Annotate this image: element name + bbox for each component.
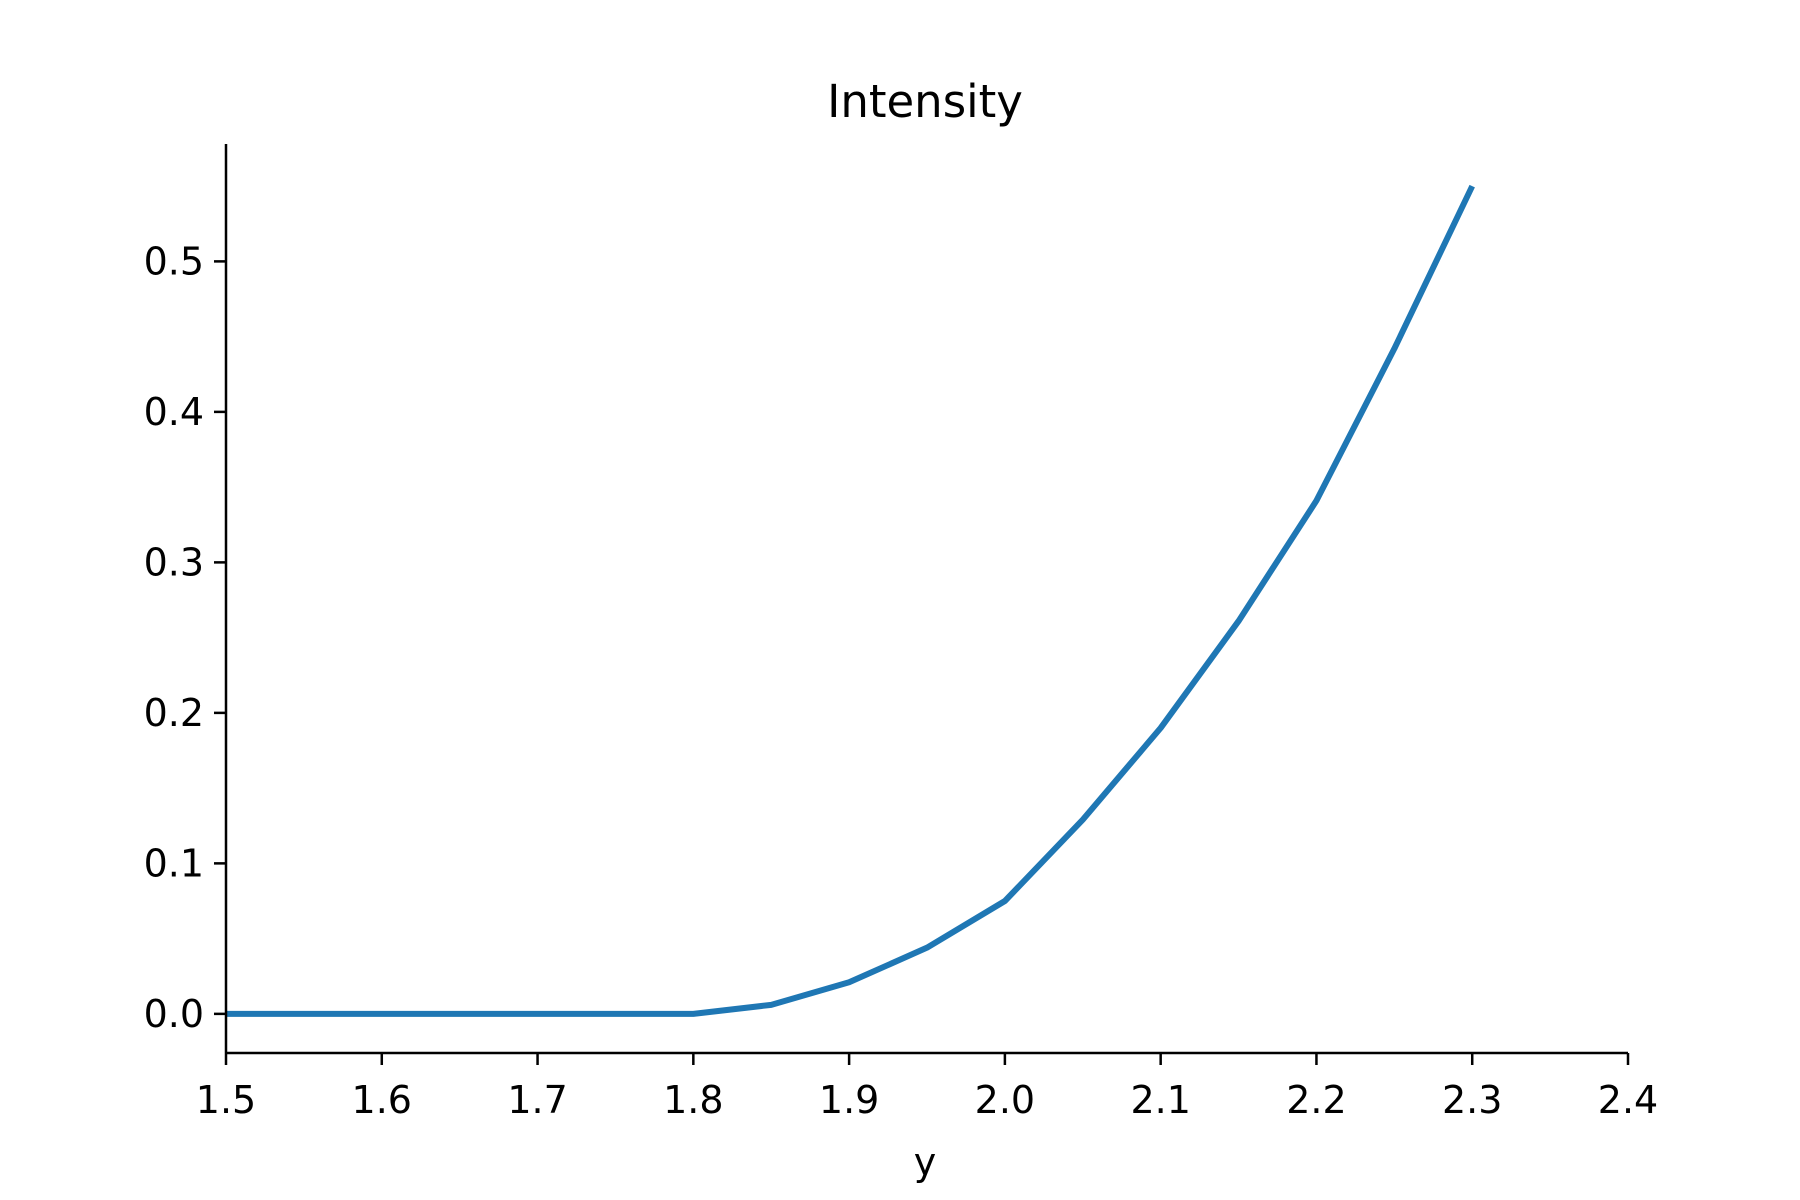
- x-tick-label: 2.2: [1286, 1078, 1346, 1122]
- y-tick-label: 0.2: [144, 691, 204, 735]
- y-tick-label: 0.3: [144, 540, 204, 584]
- x-tick-label: 2.1: [1130, 1078, 1190, 1122]
- series-line: [226, 184, 1475, 1017]
- x-tick-label: 2.4: [1598, 1078, 1658, 1122]
- y-tick-label: 0.4: [144, 390, 204, 434]
- y-tick-label: 0.1: [144, 841, 204, 885]
- y-tick-label: 0.5: [144, 239, 204, 283]
- x-tick-label: 1.5: [196, 1078, 256, 1122]
- y-tick-label: 0.0: [144, 992, 204, 1036]
- x-tick-label: 1.8: [663, 1078, 723, 1122]
- chart-title: Intensity: [827, 75, 1023, 128]
- y-ticks: 0.0 0.1 0.2 0.3 0.4 0.5: [144, 239, 226, 1036]
- x-tick-label: 1.6: [352, 1078, 412, 1122]
- x-tick-label: 1.7: [507, 1078, 567, 1122]
- x-axis-label: y: [914, 1140, 937, 1184]
- x-ticks: 1.5 1.6 1.7 1.8 1.9 2.0 2.1 2.2 2.3 2.4: [196, 1053, 1658, 1122]
- x-tick-label: 2.3: [1442, 1078, 1502, 1122]
- x-tick-label: 1.9: [819, 1078, 879, 1122]
- plot-area: [226, 184, 1475, 1017]
- x-tick-label: 2.0: [975, 1078, 1035, 1122]
